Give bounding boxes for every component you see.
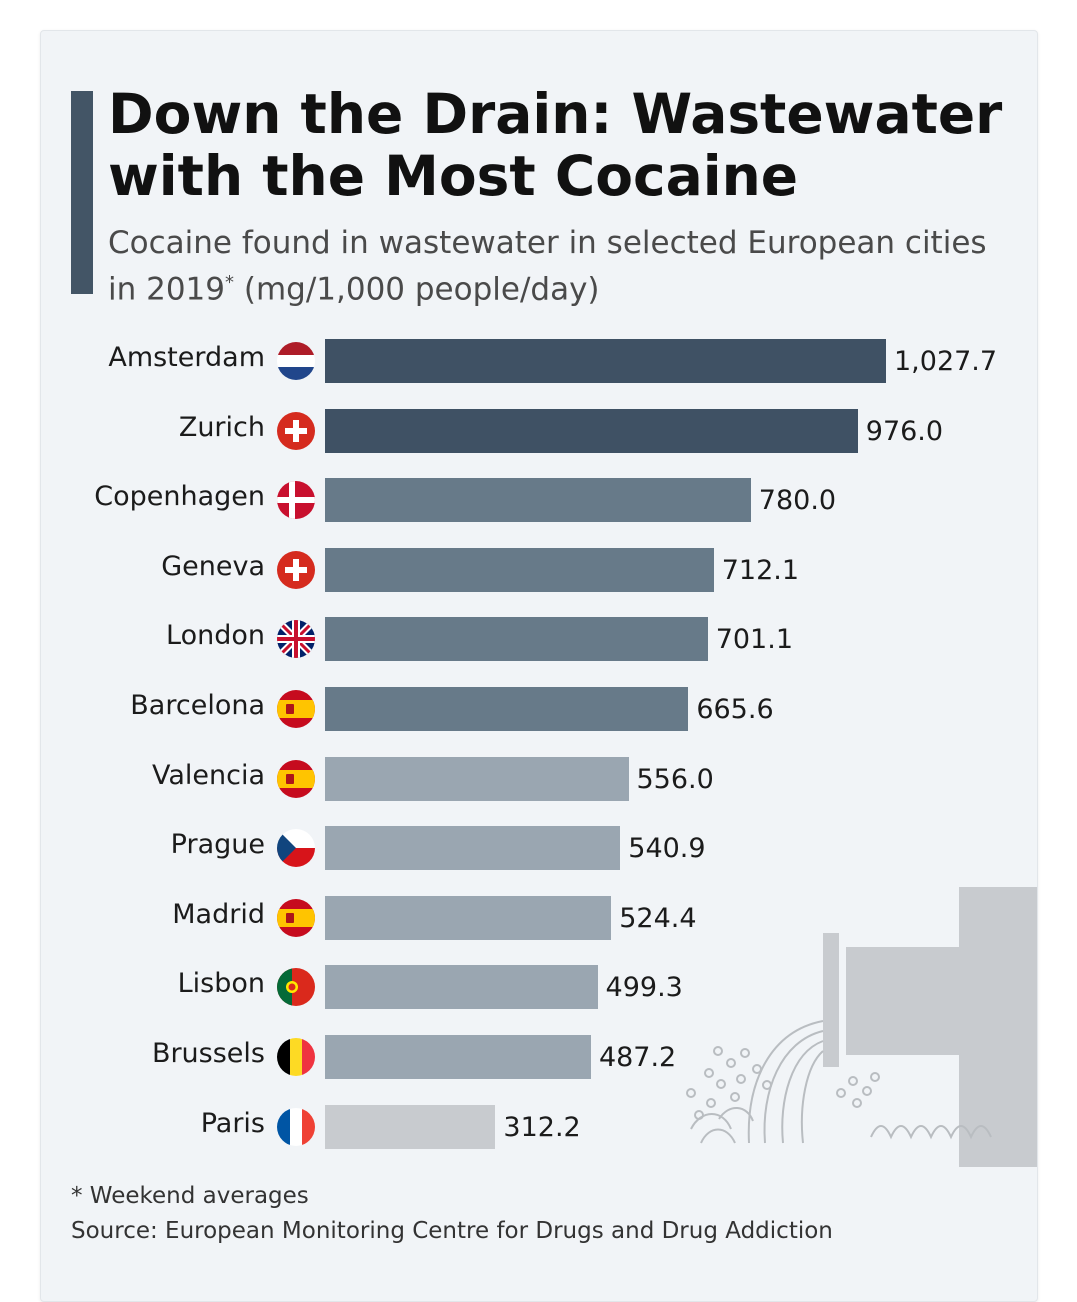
bar — [325, 965, 598, 1010]
united-kingdom-flag-icon — [277, 620, 315, 659]
subtitle-text: Cocaine found in wastewater in selected … — [108, 225, 987, 308]
switzerland-flag-icon — [277, 411, 315, 450]
drain-pipe-illustration — [686, 887, 1037, 1167]
portugal-flag-icon — [277, 968, 315, 1007]
source-note: Source: European Monitoring Centre for D… — [71, 1218, 833, 1244]
belgium-flag-icon — [277, 1038, 315, 1076]
value-label: 701.1 — [715, 624, 793, 656]
value-label: 487.2 — [598, 1042, 677, 1073]
value-label: 976.0 — [865, 415, 944, 447]
category-label: Lisbon — [177, 968, 265, 1000]
subtitle-unit: (mg/1,000 people/day) — [234, 271, 600, 308]
bar — [325, 1035, 591, 1079]
category-label: Barcelona — [130, 690, 265, 721]
spain-flag-icon — [277, 690, 315, 728]
denmark-flag-icon — [277, 481, 315, 520]
category-label: Geneva — [161, 550, 265, 582]
bar — [325, 617, 708, 662]
value-label: 712.1 — [721, 554, 800, 586]
bar — [325, 408, 858, 453]
value-label: 780.0 — [758, 485, 837, 517]
switzerland-flag-icon — [277, 550, 315, 589]
category-label: Madrid — [172, 898, 265, 930]
value-label: 665.6 — [696, 694, 774, 725]
bar — [325, 1104, 496, 1149]
infographic-card: Down the Drain: Wastewater with the Most… — [40, 30, 1038, 1302]
value-label: 524.4 — [619, 902, 697, 934]
value-label: 540.9 — [628, 833, 706, 865]
france-flag-icon — [277, 1107, 315, 1146]
spain-flag-icon — [277, 898, 315, 937]
category-label: Paris — [200, 1107, 265, 1139]
bar — [325, 826, 621, 871]
bar — [325, 478, 751, 523]
category-label: Zurich — [178, 411, 265, 443]
bar — [325, 756, 629, 801]
chart-subtitle: Cocaine found in wastewater in selected … — [108, 223, 988, 309]
category-label: London — [166, 620, 265, 652]
value-label: 312.2 — [503, 1111, 581, 1143]
category-label: Prague — [170, 829, 265, 861]
netherlands-flag-icon — [277, 342, 315, 380]
spain-flag-icon — [277, 759, 315, 798]
chart-title: Down the Drain: Wastewater with the Most… — [108, 82, 1003, 208]
bar — [325, 547, 714, 592]
value-label: 556.0 — [636, 763, 714, 795]
category-label: Copenhagen — [94, 481, 265, 513]
bar — [325, 339, 886, 383]
czechia-flag-icon — [277, 829, 315, 868]
category-label: Amsterdam — [108, 342, 265, 373]
footnote: * Weekend averages — [71, 1183, 309, 1209]
bar — [325, 895, 612, 940]
bar-chart: Amsterdam 1,027.7 Zurich 976.0 Copenhagen 780… — [41, 31, 1037, 1231]
value-label: 1,027.7 — [894, 346, 998, 377]
subtitle-footnote-mark: * — [225, 272, 235, 293]
bar — [325, 687, 689, 731]
value-label: 499.3 — [605, 972, 683, 1004]
title-accent-bar — [71, 91, 93, 294]
category-label: Valencia — [151, 759, 265, 791]
category-label: Brussels — [151, 1038, 265, 1069]
